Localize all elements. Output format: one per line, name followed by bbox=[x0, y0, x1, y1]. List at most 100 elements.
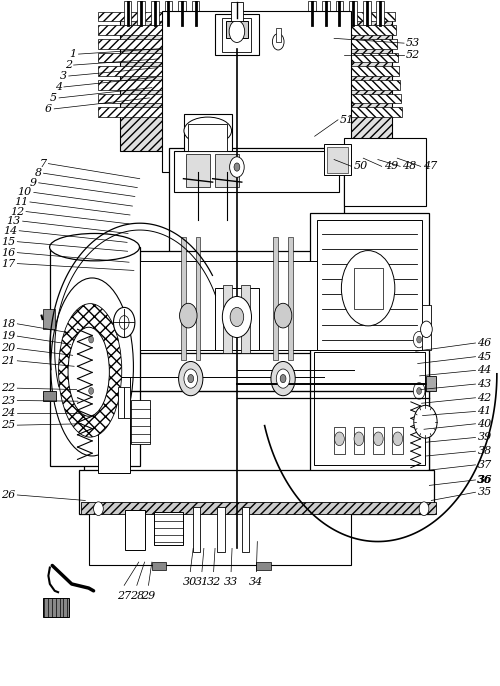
Text: 28: 28 bbox=[130, 591, 144, 601]
Text: 20: 20 bbox=[1, 344, 15, 353]
Ellipse shape bbox=[58, 304, 122, 437]
Circle shape bbox=[271, 362, 295, 396]
Bar bbox=[218, 508, 225, 552]
Circle shape bbox=[414, 331, 425, 348]
Text: 35: 35 bbox=[478, 487, 492, 497]
Text: 19: 19 bbox=[1, 331, 15, 341]
Bar bbox=[101, 254, 412, 353]
Bar bbox=[256, 562, 271, 570]
Circle shape bbox=[86, 383, 97, 399]
Text: 6: 6 bbox=[45, 104, 52, 114]
Text: 40: 40 bbox=[478, 418, 492, 429]
Text: 12: 12 bbox=[10, 206, 24, 217]
Bar bbox=[354, 268, 382, 309]
Bar bbox=[184, 114, 232, 155]
Bar bbox=[82, 473, 432, 511]
Bar bbox=[215, 288, 259, 350]
Text: 21: 21 bbox=[1, 356, 15, 366]
Bar bbox=[42, 391, 56, 401]
Bar bbox=[307, 80, 400, 90]
Bar bbox=[422, 305, 432, 350]
Bar bbox=[42, 598, 70, 617]
Bar bbox=[151, 1, 158, 25]
Bar bbox=[231, 2, 242, 21]
Text: 47: 47 bbox=[422, 161, 437, 172]
Text: 14: 14 bbox=[3, 226, 18, 236]
Circle shape bbox=[178, 362, 203, 396]
Circle shape bbox=[230, 307, 243, 327]
Bar bbox=[98, 80, 192, 90]
Text: 50: 50 bbox=[354, 161, 368, 172]
Text: 4: 4 bbox=[55, 82, 62, 92]
Bar bbox=[162, 11, 351, 172]
Bar bbox=[309, 53, 398, 62]
Circle shape bbox=[88, 388, 94, 394]
Bar bbox=[224, 285, 232, 353]
Circle shape bbox=[276, 369, 290, 388]
Text: 45: 45 bbox=[478, 352, 492, 362]
Bar bbox=[79, 470, 434, 514]
Bar bbox=[373, 427, 384, 454]
Text: 23: 23 bbox=[1, 396, 15, 405]
Circle shape bbox=[120, 316, 129, 329]
Text: 41: 41 bbox=[478, 407, 492, 416]
Text: 51: 51 bbox=[340, 115, 354, 125]
Text: 9: 9 bbox=[30, 178, 36, 188]
Circle shape bbox=[230, 157, 244, 177]
Text: 24: 24 bbox=[1, 408, 15, 418]
Bar bbox=[322, 1, 330, 25]
Bar bbox=[188, 124, 227, 152]
Bar bbox=[42, 309, 54, 329]
Circle shape bbox=[234, 163, 240, 172]
Bar bbox=[317, 357, 422, 461]
Bar bbox=[363, 1, 370, 25]
Text: 22: 22 bbox=[1, 383, 15, 393]
Bar bbox=[308, 67, 399, 76]
Bar bbox=[169, 148, 344, 254]
Bar bbox=[98, 94, 194, 104]
Bar bbox=[192, 1, 200, 25]
Circle shape bbox=[94, 502, 104, 515]
Text: 53: 53 bbox=[406, 38, 420, 48]
Circle shape bbox=[342, 250, 395, 326]
Bar bbox=[174, 152, 339, 192]
Bar bbox=[336, 1, 344, 25]
Bar bbox=[310, 213, 429, 473]
Bar bbox=[241, 285, 250, 353]
Circle shape bbox=[414, 405, 437, 438]
Circle shape bbox=[229, 21, 244, 43]
Bar bbox=[138, 1, 145, 25]
Bar bbox=[334, 427, 345, 454]
Bar bbox=[120, 14, 392, 152]
Text: 36: 36 bbox=[478, 475, 493, 486]
Text: 13: 13 bbox=[6, 216, 20, 226]
Bar bbox=[128, 512, 142, 548]
Circle shape bbox=[114, 307, 135, 338]
Bar bbox=[98, 377, 130, 473]
Bar bbox=[242, 508, 249, 552]
Bar bbox=[222, 18, 252, 52]
Bar bbox=[101, 381, 128, 470]
Bar bbox=[346, 141, 424, 202]
Text: 39: 39 bbox=[478, 432, 492, 442]
Text: 52: 52 bbox=[406, 51, 420, 60]
Bar bbox=[320, 223, 419, 346]
Bar bbox=[306, 94, 401, 104]
Ellipse shape bbox=[68, 327, 110, 416]
Text: 30: 30 bbox=[183, 577, 198, 587]
Bar bbox=[164, 14, 348, 169]
Text: 5: 5 bbox=[50, 93, 57, 103]
Text: 33: 33 bbox=[224, 577, 238, 587]
Text: 48: 48 bbox=[402, 161, 416, 172]
Bar bbox=[98, 39, 186, 49]
Text: 8: 8 bbox=[34, 168, 42, 178]
Bar bbox=[84, 353, 429, 473]
Bar bbox=[344, 138, 426, 206]
Text: 38: 38 bbox=[478, 446, 492, 456]
Text: 37: 37 bbox=[478, 460, 492, 470]
Circle shape bbox=[222, 296, 252, 338]
Circle shape bbox=[188, 375, 194, 383]
Bar bbox=[140, 261, 373, 350]
Circle shape bbox=[416, 336, 422, 343]
Bar bbox=[181, 237, 186, 360]
